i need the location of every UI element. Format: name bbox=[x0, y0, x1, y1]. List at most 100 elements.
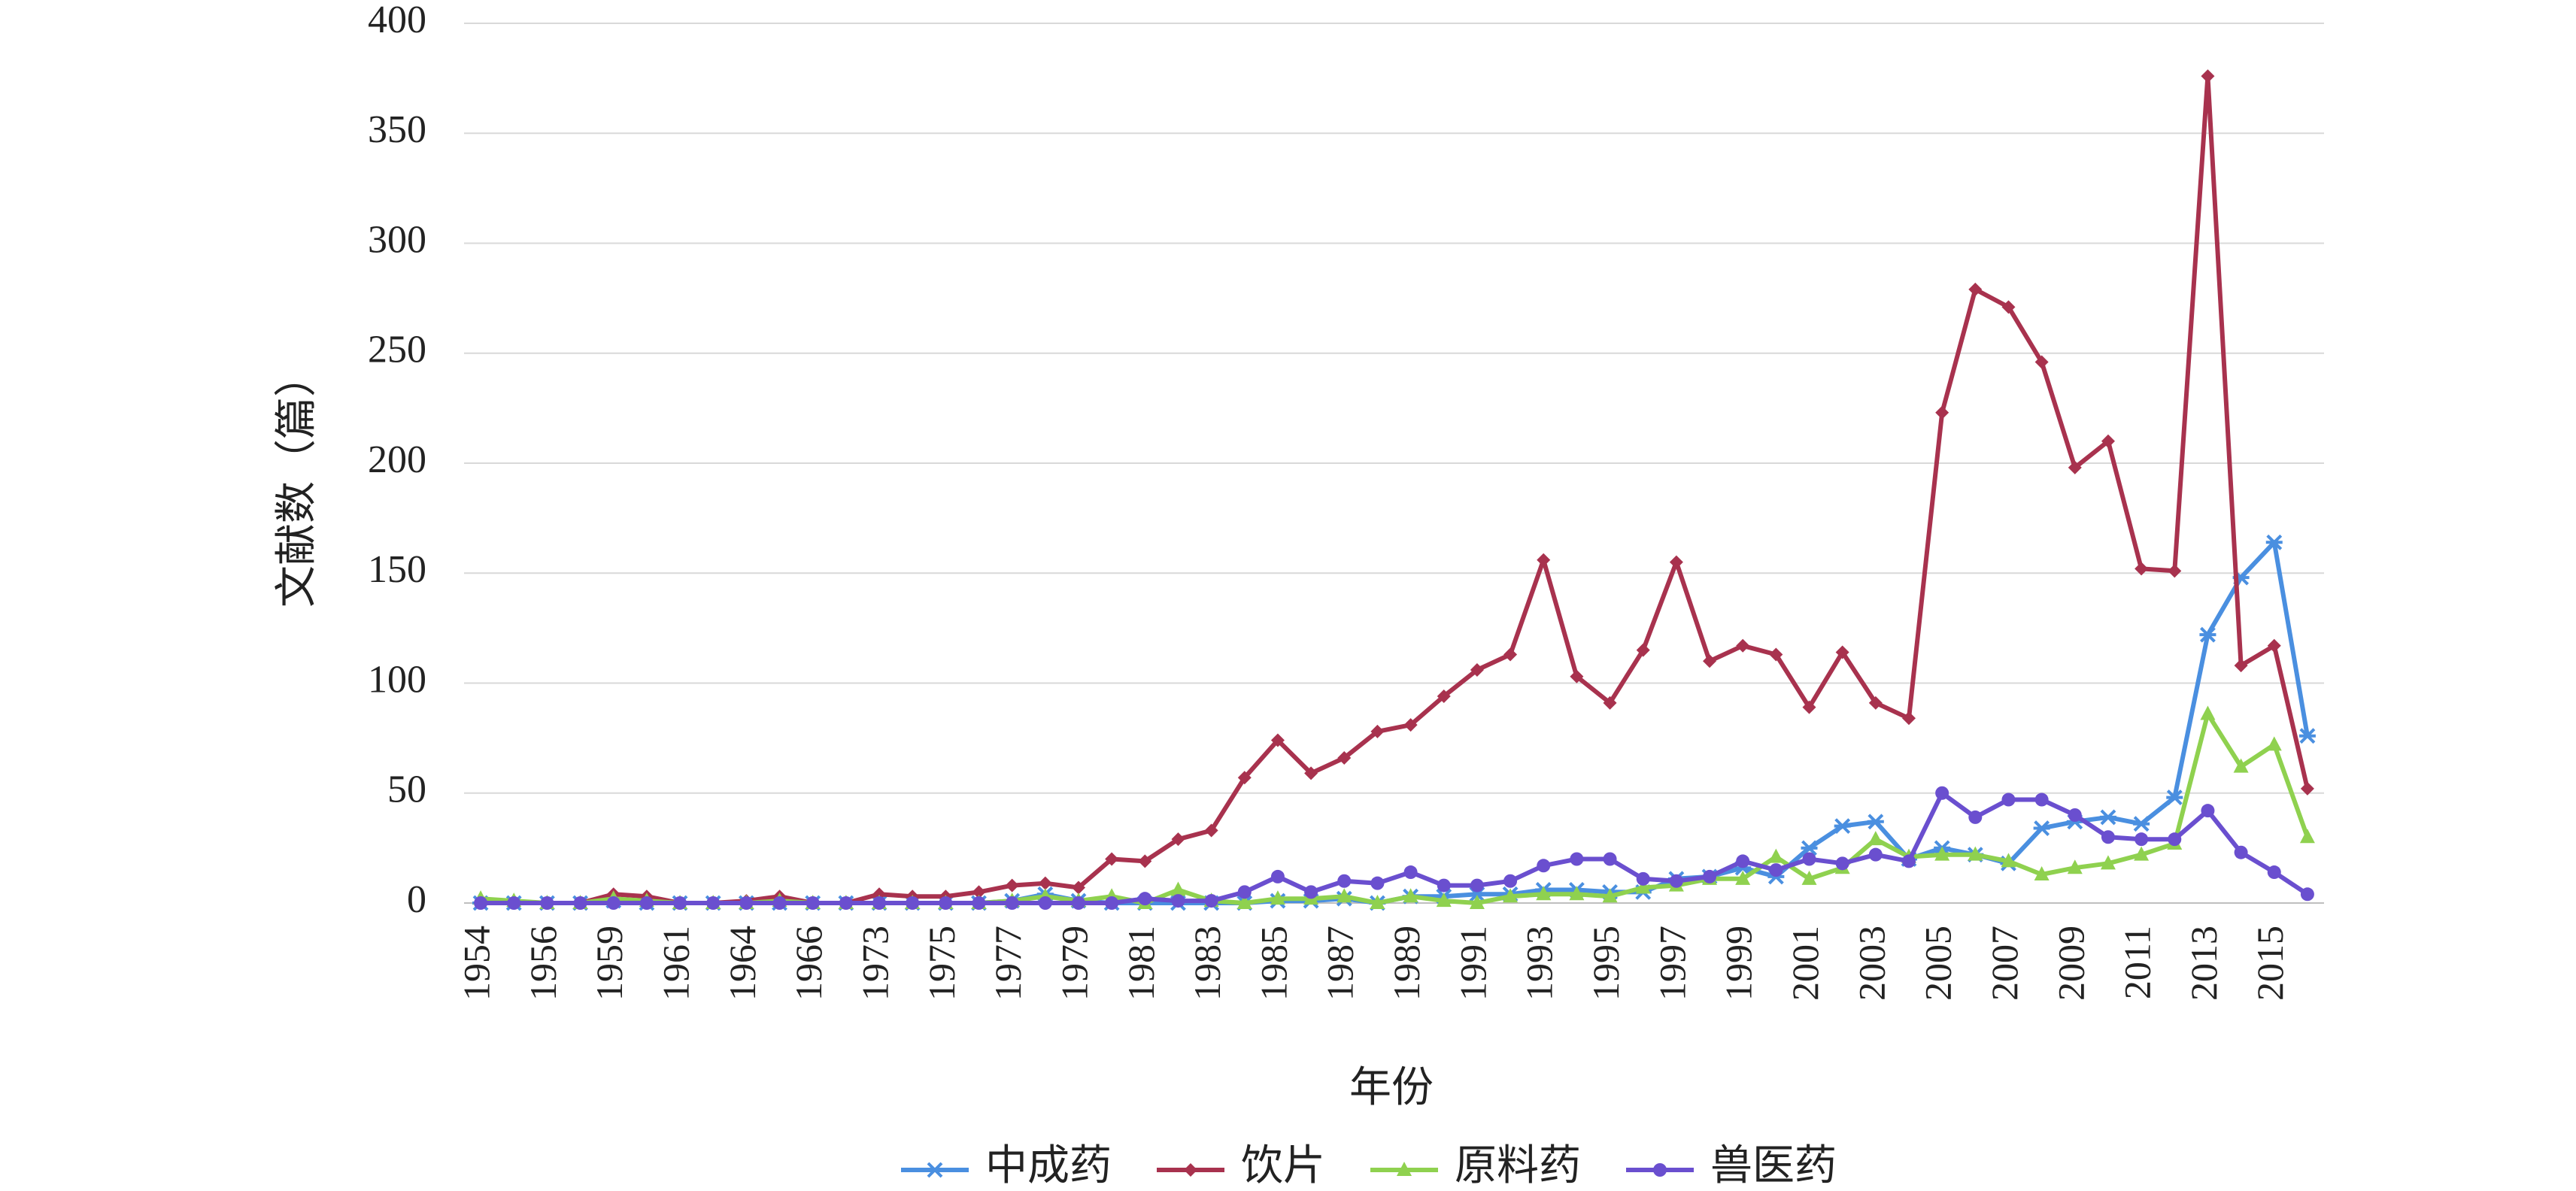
marker bbox=[1968, 810, 1983, 824]
marker bbox=[2034, 792, 2049, 807]
y-tick-label: 150 bbox=[368, 548, 426, 591]
marker bbox=[2034, 865, 2050, 880]
marker bbox=[1470, 878, 1484, 892]
marker bbox=[1184, 1163, 1197, 1177]
marker bbox=[1071, 896, 1085, 910]
marker bbox=[1503, 647, 1518, 662]
x-tick-label: 1973 bbox=[854, 926, 896, 1001]
marker bbox=[739, 896, 754, 910]
y-tick-label: 0 bbox=[407, 878, 426, 921]
x-tick-label: 1956 bbox=[522, 926, 564, 1001]
marker bbox=[1403, 888, 1418, 903]
marker bbox=[2199, 626, 2216, 643]
marker bbox=[1170, 881, 1186, 896]
marker bbox=[1038, 876, 1052, 890]
marker bbox=[2266, 736, 2282, 751]
marker bbox=[1171, 832, 1185, 847]
series-line bbox=[481, 74, 2310, 905]
marker bbox=[1703, 869, 1717, 883]
x-tick-label: 2013 bbox=[2183, 926, 2225, 1001]
marker bbox=[2233, 758, 2249, 773]
marker bbox=[1370, 895, 1385, 909]
marker bbox=[706, 896, 721, 910]
marker bbox=[2034, 355, 2049, 369]
marker bbox=[1603, 852, 1617, 866]
marker bbox=[906, 896, 920, 910]
marker bbox=[1735, 870, 1751, 885]
x-axis-label: 年份 bbox=[1349, 1065, 1434, 1111]
marker bbox=[1138, 854, 1152, 868]
marker bbox=[1270, 890, 1285, 905]
marker bbox=[2135, 562, 2149, 576]
marker bbox=[1636, 871, 1650, 886]
marker bbox=[1835, 645, 1849, 659]
marker bbox=[1736, 854, 1750, 868]
marker bbox=[1105, 896, 1119, 910]
marker bbox=[1204, 894, 1218, 908]
marker bbox=[1437, 878, 1451, 892]
y-tick-label: 300 bbox=[368, 218, 426, 261]
marker bbox=[2099, 809, 2116, 826]
marker bbox=[2299, 829, 2315, 844]
legend-item: 饮片 bbox=[1157, 1143, 1325, 1189]
marker bbox=[939, 896, 953, 910]
y-tick-label: 200 bbox=[368, 438, 426, 481]
marker bbox=[1834, 818, 1851, 835]
marker bbox=[1669, 874, 1683, 888]
marker bbox=[1005, 878, 1019, 892]
marker bbox=[1437, 689, 1451, 704]
marker bbox=[1802, 852, 1816, 866]
x-tick-label: 1979 bbox=[1053, 926, 1095, 1001]
x-tick-label: 1966 bbox=[787, 926, 830, 1001]
x-tick-label: 1985 bbox=[1252, 926, 1294, 1001]
x-tick-label: 1983 bbox=[1186, 926, 1228, 1001]
marker bbox=[2001, 792, 2016, 807]
marker bbox=[872, 896, 887, 910]
marker bbox=[1270, 869, 1285, 883]
marker bbox=[1602, 888, 1618, 903]
y-tick-label: 250 bbox=[368, 329, 426, 371]
marker bbox=[2135, 832, 2149, 847]
marker bbox=[1703, 654, 1717, 668]
legend-label: 原料药 bbox=[1455, 1143, 1581, 1189]
marker bbox=[1304, 766, 1318, 780]
marker bbox=[2166, 789, 2183, 806]
legend-label: 兽医药 bbox=[1710, 1143, 1837, 1189]
marker bbox=[927, 1162, 943, 1178]
marker bbox=[839, 896, 853, 910]
marker bbox=[2100, 855, 2116, 870]
marker bbox=[972, 896, 986, 910]
marker bbox=[1868, 696, 1883, 710]
x-tick-label: 2003 bbox=[1850, 926, 1892, 1001]
marker bbox=[2168, 564, 2182, 578]
marker bbox=[2200, 705, 2216, 720]
marker bbox=[1801, 840, 1818, 856]
x-tick-label: 1977 bbox=[987, 926, 1029, 1001]
marker bbox=[1204, 823, 1218, 838]
marker bbox=[1537, 553, 1551, 567]
marker bbox=[2267, 865, 2281, 880]
marker bbox=[673, 896, 687, 910]
marker bbox=[1768, 848, 1784, 863]
series-line bbox=[480, 711, 2310, 905]
marker bbox=[1071, 880, 1085, 895]
marker bbox=[1669, 555, 1683, 569]
marker bbox=[2067, 859, 2083, 874]
marker bbox=[2265, 534, 2283, 550]
marker bbox=[2267, 638, 2281, 653]
x-tick-label: 1961 bbox=[655, 926, 697, 1001]
marker bbox=[1570, 669, 1584, 683]
x-tick-label: 1997 bbox=[1651, 926, 1693, 1001]
marker bbox=[1801, 870, 1817, 885]
marker bbox=[573, 896, 587, 910]
marker bbox=[1503, 888, 1519, 903]
marker bbox=[1569, 886, 1585, 901]
marker bbox=[1403, 718, 1418, 732]
marker bbox=[1237, 885, 1252, 899]
marker bbox=[1868, 847, 1883, 862]
marker bbox=[2168, 832, 2182, 847]
y-axis-label: 文献数（篇） bbox=[274, 355, 320, 608]
x-tick-label: 2007 bbox=[1983, 926, 2025, 1001]
marker bbox=[1769, 863, 1783, 877]
marker bbox=[1968, 846, 1983, 861]
